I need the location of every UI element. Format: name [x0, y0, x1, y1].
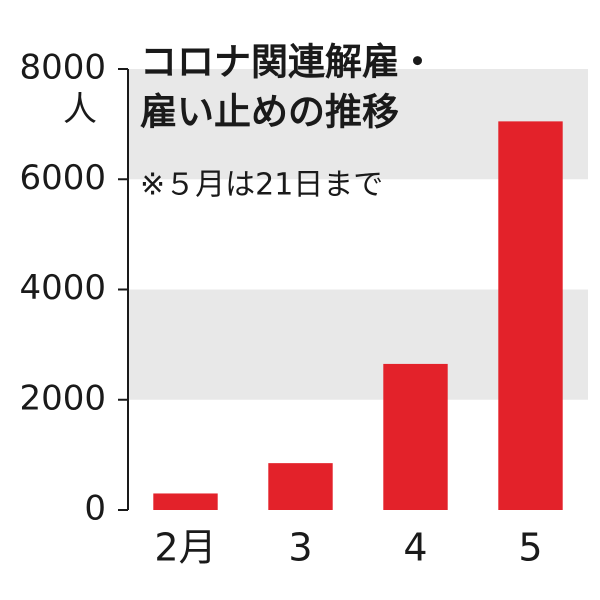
x-tick-label: 4	[403, 526, 427, 570]
y-tick-label: 6000	[19, 158, 106, 198]
x-tick-label: 3	[288, 526, 312, 570]
chart-subtitle: ※５月は21日まで	[140, 168, 383, 203]
bar	[498, 121, 563, 511]
y-unit-label: 人	[63, 90, 97, 130]
bar	[153, 493, 218, 510]
y-tick-label: 8000	[19, 48, 106, 88]
y-tick-label: 4000	[19, 268, 106, 308]
x-tick-label: 2月	[154, 526, 216, 570]
y-tick-label: 0	[84, 489, 106, 529]
bar	[268, 463, 333, 510]
x-tick-label: 5	[518, 526, 542, 570]
y-tick-label: 2000	[19, 378, 106, 418]
chart-title: コロナ関連解雇・	[140, 41, 436, 84]
chart-title: 雇い止めの推移	[140, 91, 399, 134]
bar	[383, 363, 448, 510]
